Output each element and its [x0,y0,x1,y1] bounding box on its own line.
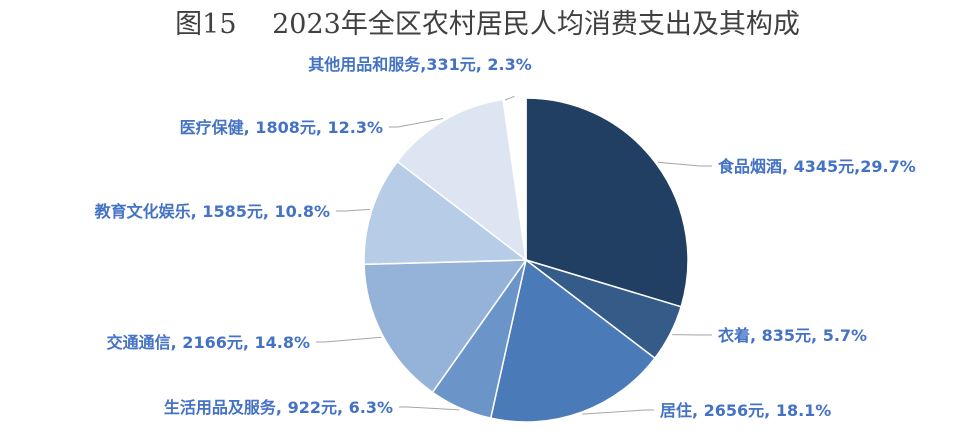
pie-slice-3 [489,258,656,423]
pie-slices [363,97,689,423]
leader-line-8 [504,95,515,101]
leader-line-7 [389,118,444,128]
leader-line-1 [657,161,712,167]
chart-title: 图15 2023年全区农村居民人均消费支出及其构成 [175,9,800,40]
data-label-8: 其他用品和服务,331元, 2.3% [308,55,532,74]
data-label-6: 教育文化娱乐, 1585元, 10.8% [95,202,330,221]
leader-lines [316,95,712,415]
data-label-1: 食品烟酒, 4345元,29.7% [717,157,916,176]
data-label-5: 交通通信, 2166元, 14.8% [107,333,310,352]
data-labels: 食品烟酒, 4345元,29.7% 衣着, 835元, 5.7% 居住, 2656元… [95,55,916,420]
pie-slice-8 [502,97,527,261]
data-label-3: 居住, 2656元, 18.1% [660,401,831,420]
pie-slice-5 [363,259,528,394]
leader-line-6 [336,208,371,212]
data-label-2: 衣着, 835元, 5.7% [718,326,867,345]
leader-line-4 [399,406,460,411]
leader-line-5 [316,336,382,343]
data-label-4: 生活用品及服务, 922元, 6.3% [164,398,393,417]
pie-slice-7 [396,98,528,262]
pie-slice-6 [363,160,529,266]
data-label-7: 医疗保健, 1808元, 12.3% [180,118,383,137]
leader-line-3 [582,409,654,415]
pie-slice-1 [525,97,689,308]
